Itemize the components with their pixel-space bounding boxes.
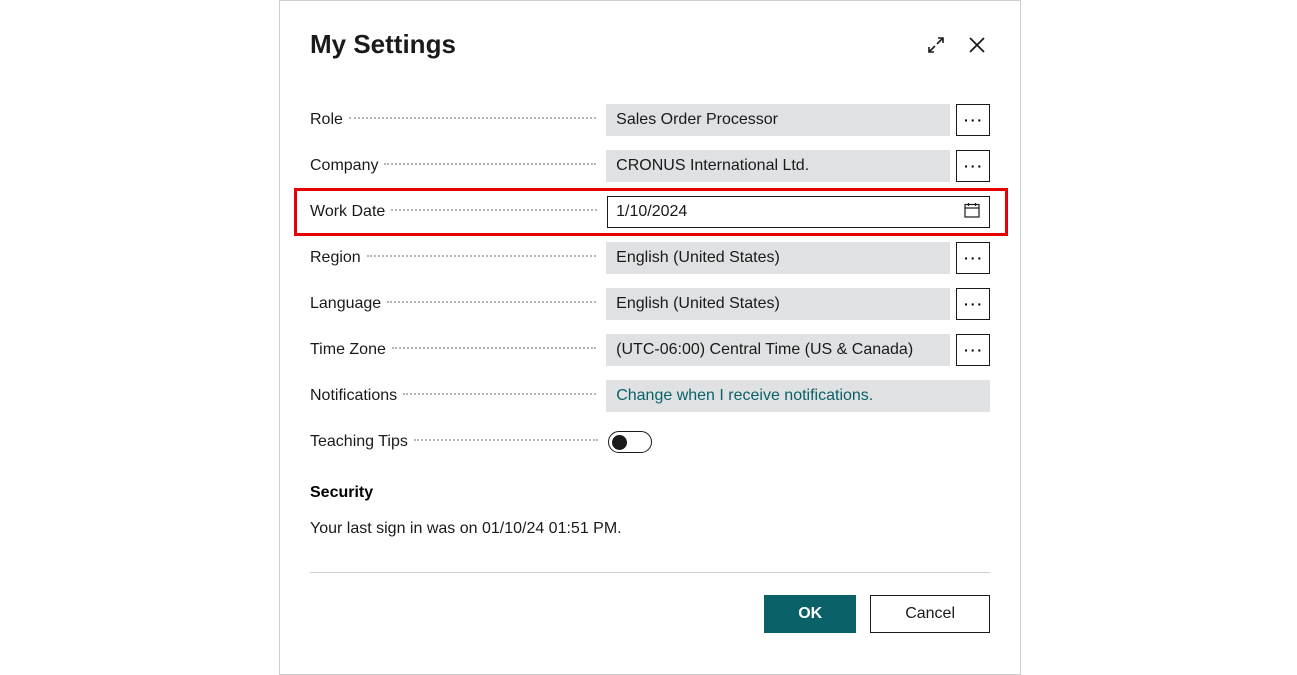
label-wrap: Work Date	[310, 203, 607, 221]
company-field[interactable]: CRONUS International Ltd.	[606, 150, 950, 182]
language-value: English (United States)	[616, 295, 780, 313]
row-time-zone: Time Zone (UTC-06:00) Central Time (US &…	[310, 334, 990, 366]
row-company: Company CRONUS International Ltd. ···	[310, 150, 990, 182]
role-label: Role	[310, 111, 349, 129]
label-wrap: Role	[310, 111, 606, 129]
dialog-title: My Settings	[310, 29, 456, 60]
row-region: Region English (United States) ···	[310, 242, 990, 274]
expand-button[interactable]	[924, 33, 948, 57]
dots	[391, 209, 597, 211]
row-teaching-tips: Teaching Tips	[310, 426, 990, 458]
role-lookup-button[interactable]: ···	[956, 104, 990, 136]
role-value: Sales Order Processor	[616, 111, 778, 129]
label-wrap: Time Zone	[310, 341, 606, 359]
language-lookup-button[interactable]: ···	[956, 288, 990, 320]
close-button[interactable]	[964, 32, 990, 58]
time-zone-value: (UTC-06:00) Central Time (US & Canada)	[616, 341, 913, 359]
notifications-field[interactable]: Change when I receive notifications.	[606, 380, 990, 412]
dots	[349, 117, 596, 119]
company-label: Company	[310, 157, 384, 175]
label-wrap: Company	[310, 157, 606, 175]
row-notifications: Notifications Change when I receive noti…	[310, 380, 990, 412]
region-label: Region	[310, 249, 367, 267]
label-wrap: Language	[310, 295, 606, 313]
label-wrap: Notifications	[310, 387, 606, 405]
work-date-label: Work Date	[310, 203, 391, 221]
calendar-icon[interactable]	[963, 201, 981, 224]
row-language: Language English (United States) ···	[310, 288, 990, 320]
close-icon	[966, 34, 988, 56]
time-zone-label: Time Zone	[310, 341, 392, 359]
expand-icon	[926, 35, 946, 55]
toggle-knob	[612, 435, 627, 450]
row-role: Role Sales Order Processor ···	[310, 104, 990, 136]
footer-divider	[310, 572, 990, 573]
work-date-field[interactable]: 1/10/2024	[607, 196, 990, 228]
company-lookup-button[interactable]: ···	[956, 150, 990, 182]
company-value: CRONUS International Ltd.	[616, 157, 809, 175]
dots	[367, 255, 596, 257]
teaching-tips-label: Teaching Tips	[310, 433, 414, 451]
label-wrap: Teaching Tips	[310, 433, 608, 451]
dots	[414, 439, 598, 441]
notifications-label: Notifications	[310, 387, 403, 405]
language-label: Language	[310, 295, 387, 313]
time-zone-field[interactable]: (UTC-06:00) Central Time (US & Canada)	[606, 334, 950, 366]
dots	[387, 301, 596, 303]
region-field[interactable]: English (United States)	[606, 242, 950, 274]
notifications-link[interactable]: Change when I receive notifications.	[616, 387, 873, 405]
footer-buttons: OK Cancel	[310, 595, 990, 633]
region-value: English (United States)	[616, 249, 780, 267]
dots	[392, 347, 596, 349]
language-field[interactable]: English (United States)	[606, 288, 950, 320]
cancel-button[interactable]: Cancel	[870, 595, 990, 633]
ok-button[interactable]: OK	[764, 595, 856, 633]
last-signin-text: Your last sign in was on 01/10/24 01:51 …	[310, 520, 990, 538]
region-lookup-button[interactable]: ···	[956, 242, 990, 274]
row-work-date: Work Date 1/10/2024	[310, 196, 990, 228]
dialog-header: My Settings	[310, 29, 990, 60]
work-date-value: 1/10/2024	[616, 203, 687, 221]
dots	[403, 393, 596, 395]
teaching-tips-toggle[interactable]	[608, 431, 652, 453]
time-zone-lookup-button[interactable]: ···	[956, 334, 990, 366]
role-field[interactable]: Sales Order Processor	[606, 104, 950, 136]
security-heading: Security	[310, 484, 990, 502]
my-settings-dialog: My Settings Role	[279, 0, 1021, 675]
dots	[384, 163, 596, 165]
label-wrap: Region	[310, 249, 606, 267]
header-icons	[924, 32, 990, 58]
